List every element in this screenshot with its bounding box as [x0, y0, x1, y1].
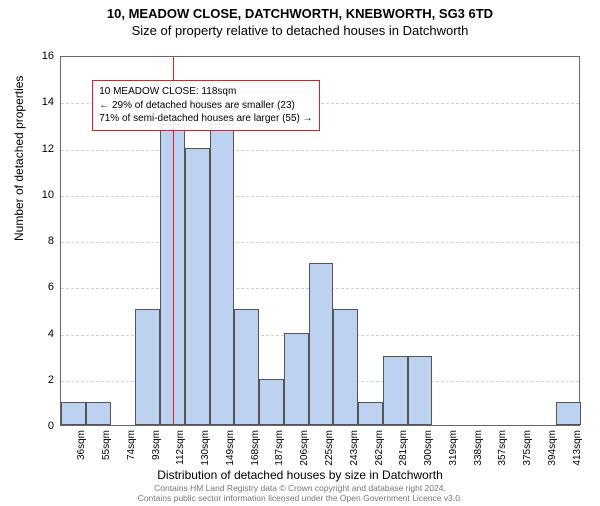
x-tick-label: 319sqm	[448, 430, 459, 466]
x-tick-label: 130sqm	[200, 430, 211, 466]
annotation-line: 71% of semi-detached houses are larger (…	[99, 112, 312, 126]
y-tick-label: 6	[24, 281, 54, 293]
x-tick-label: 357sqm	[497, 430, 508, 466]
x-axis-label: Distribution of detached houses by size …	[0, 468, 600, 482]
x-tick-label: 55sqm	[101, 430, 112, 460]
x-tick-label: 74sqm	[126, 430, 137, 460]
y-tick-label: 8	[24, 235, 54, 247]
annotation-line: ← 29% of detached houses are smaller (23…	[99, 99, 312, 113]
x-tick-label: 36sqm	[76, 430, 87, 460]
attribution-line-1: Contains HM Land Registry data © Crown c…	[154, 483, 446, 493]
histogram-bar	[333, 309, 358, 425]
gridline	[61, 242, 579, 243]
annotation-box: 10 MEADOW CLOSE: 118sqm← 29% of detached…	[92, 80, 319, 131]
histogram-bar	[234, 309, 259, 425]
x-tick-label: 112sqm	[175, 430, 186, 465]
x-tick-label: 394sqm	[547, 430, 558, 466]
histogram-bar	[358, 402, 383, 425]
x-tick-label: 93sqm	[151, 430, 162, 460]
histogram-bar	[284, 333, 309, 426]
x-tick-label: 206sqm	[299, 430, 310, 466]
x-tick-label: 375sqm	[522, 430, 533, 466]
y-tick-label: 4	[24, 328, 54, 340]
x-tick-label: 338sqm	[473, 430, 484, 466]
y-tick-label: 14	[24, 96, 54, 108]
y-tick-label: 2	[24, 374, 54, 386]
attribution-line-2: Contains public sector information licen…	[138, 493, 463, 503]
chart-area: 10 MEADOW CLOSE: 118sqm← 29% of detached…	[60, 56, 580, 426]
x-tick-label: 149sqm	[225, 430, 236, 466]
histogram-bar	[556, 402, 581, 425]
chart-subtitle: Size of property relative to detached ho…	[0, 23, 600, 38]
histogram-bar	[61, 402, 86, 425]
histogram-bar	[259, 379, 284, 425]
y-tick-label: 10	[24, 189, 54, 201]
y-tick-label: 0	[24, 420, 54, 432]
chart-title: 10, MEADOW CLOSE, DATCHWORTH, KNEBWORTH,…	[0, 6, 600, 21]
histogram-bar	[383, 356, 408, 425]
histogram-bar	[135, 309, 160, 425]
attribution: Contains HM Land Registry data © Crown c…	[0, 484, 600, 504]
x-tick-label: 262sqm	[374, 430, 385, 466]
x-tick-label: 281sqm	[398, 430, 409, 466]
histogram-bar	[309, 263, 334, 425]
histogram-bar	[185, 148, 210, 426]
x-tick-label: 168sqm	[250, 430, 261, 466]
annotation-line: 10 MEADOW CLOSE: 118sqm	[99, 85, 312, 99]
histogram-bar	[210, 124, 235, 425]
y-tick-label: 16	[24, 50, 54, 62]
x-tick-label: 413sqm	[572, 430, 583, 466]
x-tick-label: 187sqm	[274, 430, 285, 466]
histogram-bar	[86, 402, 111, 425]
gridline	[61, 196, 579, 197]
x-tick-label: 300sqm	[423, 430, 434, 466]
plot-region: 10 MEADOW CLOSE: 118sqm← 29% of detached…	[60, 56, 580, 426]
x-tick-label: 243sqm	[349, 430, 360, 466]
histogram-bar	[408, 356, 433, 425]
gridline	[61, 150, 579, 151]
y-tick-label: 12	[24, 143, 54, 155]
x-tick-label: 225sqm	[324, 430, 335, 466]
